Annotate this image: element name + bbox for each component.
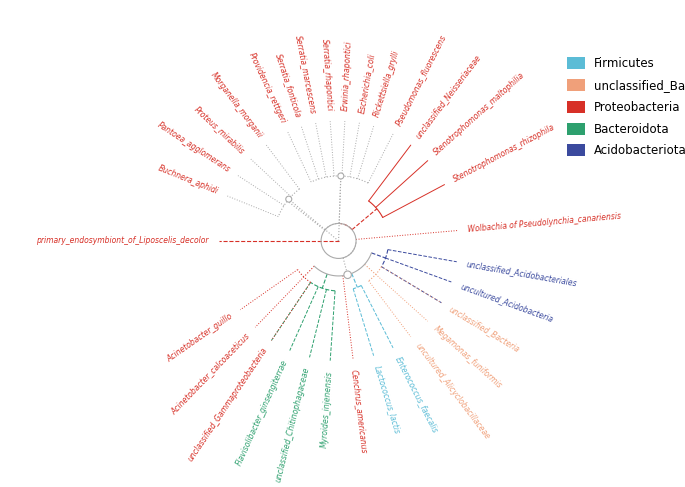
Text: uncultured_Alicyclobacillaceae: uncultured_Alicyclobacillaceae <box>413 342 491 442</box>
Text: primary_endosymbiont_of_Liposcelis_decolor: primary_endosymbiont_of_Liposcelis_decol… <box>36 236 208 245</box>
Text: Escherichia_coli: Escherichia_coli <box>357 52 376 113</box>
Text: Serratia_marcescens: Serratia_marcescens <box>294 34 318 114</box>
Text: unclassified_Chitinophagaceae: unclassified_Chitinophagaceae <box>274 366 312 483</box>
Text: Cenchrus_americanus: Cenchrus_americanus <box>350 370 369 454</box>
Text: Wolbachia of Pseudolynchia_canariensis: Wolbachia of Pseudolynchia_canariensis <box>468 212 622 234</box>
Circle shape <box>286 196 292 202</box>
Circle shape <box>338 173 344 179</box>
Text: Stenotrophomonas_maltophilia: Stenotrophomonas_maltophilia <box>432 71 527 157</box>
Text: Rickettsiella_grylli: Rickettsiella_grylli <box>372 49 401 118</box>
Text: unclassified_Neisseriaceae: unclassified_Neisseriaceae <box>413 52 482 140</box>
Text: Serratia_fonticola: Serratia_fonticola <box>273 52 303 119</box>
Text: Providencia_rettgeri: Providencia_rettgeri <box>247 51 288 125</box>
Text: Flavisolibacter_ginsengiterrae: Flavisolibacter_ginsengiterrae <box>235 358 290 467</box>
Text: Buchnera_aphidi: Buchnera_aphidi <box>157 164 220 196</box>
Text: Proteus_mirabilis: Proteus_mirabilis <box>192 104 247 155</box>
Text: Lactococcus_lactis: Lactococcus_lactis <box>372 364 401 434</box>
Text: Pantoea_agglomerans: Pantoea_agglomerans <box>156 120 232 174</box>
Text: unclassified_Acidobacteriales: unclassified_Acidobacteriales <box>466 259 578 287</box>
Text: Megamonas_funiformis: Megamonas_funiformis <box>432 324 504 391</box>
Circle shape <box>344 271 351 279</box>
Text: Stenotrophomonas_rhizophila: Stenotrophomonas_rhizophila <box>451 122 556 184</box>
Text: uncultured_Acidobacteria: uncultured_Acidobacteria <box>459 281 554 323</box>
Text: Acinetobacter_calcoaceticus: Acinetobacter_calcoaceticus <box>169 331 251 416</box>
Text: Erwinia_rhapontici: Erwinia_rhapontici <box>341 40 353 112</box>
Text: Acinetobacter_guillo: Acinetobacter_guillo <box>166 312 235 364</box>
Text: Pseudomonas_fluorescens: Pseudomonas_fluorescens <box>394 33 447 127</box>
Text: unclassified_Gammaproteobacteria: unclassified_Gammaproteobacteria <box>186 346 270 464</box>
Text: unclassified_Bacteria: unclassified_Bacteria <box>448 304 522 354</box>
Text: Serratia_rhapontici: Serratia_rhapontici <box>320 38 334 112</box>
Text: Myroides_injenensis: Myroides_injenensis <box>320 370 334 448</box>
Legend: Firmicutes, unclassified_Bacteria, Proteobacteria, Bacteroidota, Acidobacteriota: Firmicutes, unclassified_Bacteria, Prote… <box>567 57 685 157</box>
Text: Morganella_morganii: Morganella_morganii <box>209 71 264 140</box>
Text: Enterococcus_faecalis: Enterococcus_faecalis <box>394 355 440 434</box>
